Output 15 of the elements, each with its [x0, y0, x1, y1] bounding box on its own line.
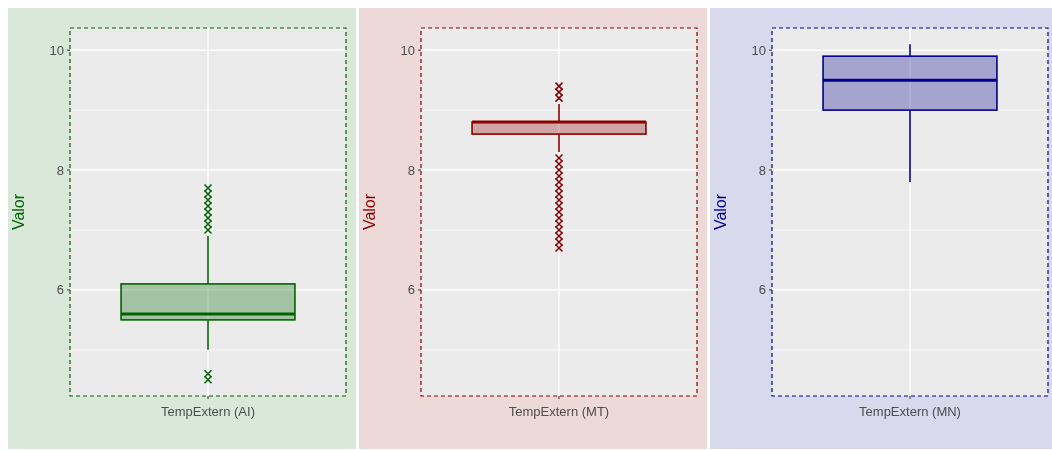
x-tick-label: TempExtern (MT) — [508, 404, 610, 419]
y-axis-title: Valor — [712, 193, 729, 231]
y-tick-label: 8 — [56, 162, 64, 178]
y-tick-label: 10 — [400, 42, 415, 58]
y-tick-label: 6 — [758, 282, 766, 298]
x-tick-label: TempExtern (MN) — [859, 404, 961, 419]
y-tick-label: 10 — [49, 42, 64, 58]
y-axis-title: Valor — [10, 193, 27, 231]
y-tick-label: 6 — [407, 282, 415, 298]
y-tick-label: 10 — [751, 42, 766, 58]
y-tick-label: 8 — [758, 162, 766, 178]
x-tick-label: TempExtern (AI) — [161, 404, 255, 419]
y-axis-title: Valor — [361, 193, 378, 231]
y-tick-label: 8 — [407, 162, 415, 178]
y-tick-label: 6 — [56, 282, 64, 298]
